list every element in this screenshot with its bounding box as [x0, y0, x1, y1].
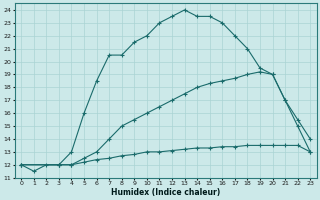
X-axis label: Humidex (Indice chaleur): Humidex (Indice chaleur) [111, 188, 220, 197]
